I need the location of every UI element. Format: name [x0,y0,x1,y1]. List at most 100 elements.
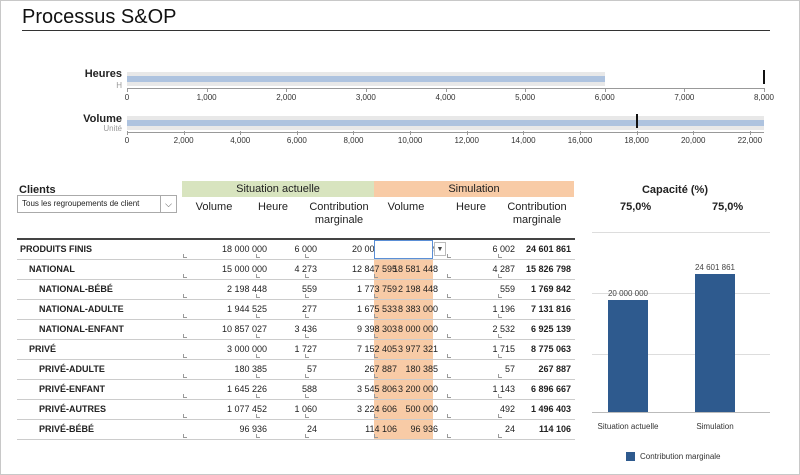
cell-resize-corner [256,334,260,338]
volume-tick-mark [466,131,468,135]
cell-resize-corner [256,294,260,298]
cell-resize-corner [447,374,451,378]
heures-tick-label: 0 [124,93,130,102]
heures-tick-mark [525,88,527,92]
volume-tick-mark [353,131,355,135]
cell-svol[interactable]: 96 936 [410,424,438,434]
volume-tick-label: 2,000 [173,136,194,145]
cell-scontrib: 15 826 798 [525,264,571,274]
cell-scontrib: 114 106 [538,424,571,434]
table-row[interactable]: PRIVÉ-ENFANT 1 645 226 588 3 545 806 3 200 0… [17,380,575,400]
volume-tick-mark [183,131,185,135]
cell-resize-corner [447,294,451,298]
selected-cell-editor[interactable] [374,240,433,259]
cell-heure: 1 727 [294,344,317,354]
row-name: PRIVÉ-BÉBÉ [39,424,95,434]
row-name: NATIONAL-ENFANT [39,324,124,334]
cell-resize-corner [256,434,260,438]
cell-scontrib: 267 887 [538,364,571,374]
cell-svol[interactable]: 500 000 [405,404,438,414]
cell-resize-corner [447,434,451,438]
cell-vol: 1 077 452 [226,404,267,414]
col-header-contribution-l2: marginale [314,214,364,226]
heures-value-bar [127,76,605,82]
cell-sheure: 24 [504,424,515,434]
cell-resize-corner [305,274,309,278]
heures-target-marker [763,70,765,84]
chart-gridline [592,293,770,294]
volume-tick-label: 10,000 [397,136,423,145]
table-row[interactable]: PRIVÉ-AUTRES 1 077 452 1 060 3 224 606 500 0… [17,400,575,420]
cell-svol[interactable]: 8 000 000 [397,324,438,334]
table-row[interactable]: NATIONAL-BÉBÉ 2 198 448 559 1 773 759 2 198 … [17,280,575,300]
heures-tick-labels: 0 1,000 2,000 3,000 4,000 5,000 6,000 7,000 8,00… [124,88,774,105]
table-row[interactable]: PRIVÉ-BÉBÉ 96 936 24 114 106 96 936 24 114 106 [17,420,575,440]
cell-vol: 1 944 525 [226,304,267,314]
chart-bar[interactable] [695,273,735,412]
cell-svol[interactable]: 8 383 000 [397,304,438,314]
cell-svol[interactable]: 3 200 000 [397,384,438,394]
cell-resize-corner [374,314,378,318]
table-row[interactable]: NATIONAL-ADULTE 1 944 525 277 1 675 533 8 38… [17,300,575,320]
cell-resize-corner [183,254,187,258]
heures-tick-label: 6,000 [594,93,615,102]
cell-resize-corner [447,334,451,338]
cell-resize-corner [447,254,451,258]
table-row[interactable]: NATIONAL 15 000 000 4 273 12 847 595 18 581 … [17,260,575,280]
cell-sheure: 1 143 [492,384,515,394]
cell-contrib: 267 887 [364,364,397,374]
heures-tick-label: 5,000 [515,93,536,102]
volume-tick-label: 12,000 [454,136,479,145]
table-row[interactable]: PRIVÉ-ADULTE 180 385 57 267 887 180 385 57 267… [17,360,575,380]
volume-tick-mark [127,131,128,135]
cell-svol[interactable]: 180 385 [405,364,438,374]
chart-bar-value-label: 20 000 000 [607,288,649,298]
cell-sheure: 1 196 [492,304,515,314]
row-name: PRIVÉ-ENFANT [39,384,106,394]
chevron-down-icon[interactable]: ⌵ [160,196,176,212]
cell-sheure: 1 715 [492,344,515,354]
cell-vol: 180 385 [234,364,267,374]
chart-bar[interactable] [608,299,648,412]
cell-svol[interactable]: 2 198 448 [397,284,438,294]
cell-resize-corner [183,334,187,338]
table-row[interactable]: NATIONAL-ENFANT 10 857 027 3 436 9 398 303 8… [17,320,575,340]
cell-resize-corner [305,334,309,338]
cell-resize-corner [256,374,260,378]
cell-resize-corner [498,314,502,318]
cell-svol[interactable]: 18 581 448 [392,264,438,274]
chart-category-label: Simulation [696,422,734,431]
cell-vol: 2 198 448 [226,284,267,294]
table-row[interactable]: PRIVÉ 3 000 000 1 727 7 152 405 3 977 321 1 7… [17,340,575,360]
heures-unit: H [116,81,122,90]
heures-tick-label: 1,000 [196,93,217,102]
cell-resize-corner [305,374,309,378]
volume-tick-mark [410,131,412,135]
cell-resize-corner [305,354,309,358]
chart-gridline [592,354,770,355]
cell-resize-corner [305,294,309,298]
heures-tick-mark [286,88,288,92]
volume-tick-mark [579,131,581,135]
volume-target-marker [635,114,638,128]
table-top-rule [17,238,575,240]
heures-tick-label: 4,000 [435,93,456,102]
cell-heure: 277 [301,304,317,314]
cell-dropdown-arrow-icon[interactable]: ▼ [434,242,446,256]
col-header-sim-heure: Heure [456,201,486,213]
cell-resize-corner [374,354,378,358]
cell-contrib: 1 675 533 [356,304,397,314]
heures-tick-mark [764,88,765,92]
row-name: PRODUITS FINIS [20,244,93,254]
row-name: PRIVÉ-AUTRES [39,404,107,414]
col-header-volume: Volume [195,201,233,213]
capacity-simulation: 75,0% [712,201,744,213]
volume-axis [127,132,764,133]
cell-resize-corner [374,334,378,338]
cell-svol[interactable]: 3 977 321 [397,344,438,354]
cell-resize-corner [183,294,187,298]
cell-resize-corner [447,354,451,358]
client-group-select[interactable]: Tous les regroupements de client ⌵ [17,195,177,213]
heures-tick-label: 2,000 [276,93,297,102]
